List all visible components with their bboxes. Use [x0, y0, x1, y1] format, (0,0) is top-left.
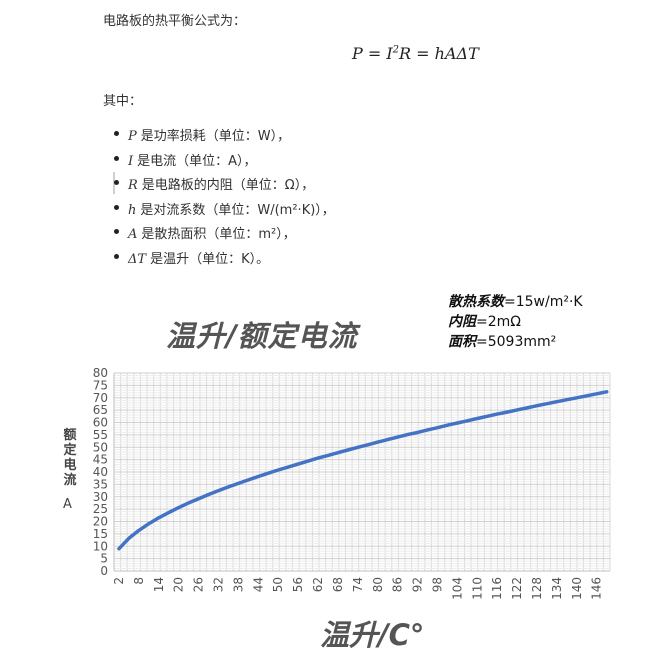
- x-tick-label: 140: [570, 577, 584, 600]
- y-tick-label: 40: [93, 465, 108, 479]
- y-axis-title: 额定电流: [63, 428, 77, 488]
- formula-eq2: =: [411, 44, 435, 63]
- intro-text: 电路板的热平衡公式为：: [103, 14, 247, 29]
- x-tick-label: 2: [112, 577, 126, 585]
- x-tick-label: 32: [212, 577, 226, 592]
- variable-symbol: P: [128, 129, 137, 144]
- y-tick-label: 55: [93, 428, 108, 442]
- bullet-icon: [114, 131, 119, 136]
- param-key: 面积: [448, 334, 476, 350]
- x-tick-label: 92: [411, 577, 425, 592]
- y-tick-label: 10: [93, 539, 108, 553]
- variable-description: 是散热面积（单位：m²），: [141, 227, 296, 242]
- y-tick-label: 70: [93, 391, 108, 405]
- list-item: P 是功率损耗（单位：W），: [114, 125, 335, 150]
- x-tick-label: 98: [430, 577, 444, 592]
- y-tick-label: 80: [93, 366, 108, 380]
- series-line: [117, 390, 609, 551]
- y-tick-label: 0: [100, 564, 108, 578]
- x-axis-title: 温升/C°: [320, 618, 425, 652]
- bullet-icon: [114, 155, 119, 161]
- variable-description: 是对流系数（单位：W/(m²·K)），: [140, 202, 335, 218]
- list-item: R 是电路板的内阻（单位：Ω），: [114, 174, 335, 199]
- formula-lhs: P: [352, 44, 363, 63]
- x-tick-label: 116: [490, 577, 504, 600]
- x-tick-label: 74: [351, 577, 365, 592]
- x-tick-label: 86: [391, 577, 405, 592]
- variable-list: P 是功率损耗（单位：W）， I 是电流（单位：A）， R 是电路板的内阻（单位：Ω）…: [114, 125, 335, 273]
- bullet-icon: [114, 253, 119, 259]
- x-tick-label: 14: [152, 577, 166, 592]
- y-tick-label: 5: [100, 552, 108, 566]
- y-tick-label: 15: [93, 527, 108, 541]
- y-tick-label: 30: [93, 490, 108, 504]
- y-tick-label: 60: [93, 416, 108, 430]
- param-value: =15w/m²·K: [504, 294, 583, 310]
- x-tick-label: 38: [231, 577, 245, 592]
- y-tick-label: 75: [93, 378, 108, 392]
- y-tick-label: 50: [93, 440, 108, 454]
- x-tick-label: 44: [251, 577, 265, 592]
- x-tick-label: 80: [371, 577, 385, 592]
- y-axis-unit: A: [63, 497, 72, 512]
- param-value: =2mΩ: [476, 314, 521, 330]
- list-item: A 是散热面积（单位：m²），: [114, 223, 335, 248]
- param-key: 内阻: [448, 314, 476, 330]
- list-item: h 是对流系数（单位：W/(m²·K)），: [114, 199, 335, 224]
- param-line: 面积=5093mm²: [448, 332, 583, 352]
- variable-symbol: R: [128, 178, 138, 193]
- list-item: I 是电流（单位：A），: [114, 150, 335, 175]
- variable-symbol: I: [128, 153, 134, 169]
- formula-rhs: hAΔT: [434, 44, 479, 63]
- x-tick-label: 68: [331, 577, 345, 592]
- x-tick-label: 128: [530, 577, 544, 600]
- variable-description: 是功率损耗（单位：W），: [140, 129, 291, 144]
- formula-r: R: [399, 44, 412, 63]
- formula-eq1: =: [362, 44, 387, 63]
- x-tick-label: 56: [291, 577, 305, 592]
- where-text: 其中：: [103, 94, 143, 109]
- formula-i: I: [386, 44, 393, 63]
- param-value: =5093mm²: [476, 334, 557, 350]
- bullet-icon: [114, 229, 119, 234]
- bullet-icon: [114, 204, 119, 210]
- x-tick-label: 20: [172, 577, 186, 592]
- param-key: 散热系数: [448, 294, 504, 310]
- y-tick-label: 45: [93, 453, 108, 467]
- x-tick-label: 62: [311, 577, 325, 592]
- variable-description: 是电流（单位：A），: [137, 153, 257, 169]
- x-tick-label: 8: [132, 577, 146, 585]
- parameter-box: 散热系数=15w/m²·K 内阻=2mΩ 面积=5093mm²: [448, 292, 583, 352]
- variable-symbol: h: [128, 202, 137, 218]
- x-tick-label: 110: [470, 577, 484, 600]
- x-tick-label: 50: [271, 577, 285, 592]
- formula-exponent: 2: [392, 44, 400, 56]
- param-line: 内阻=2mΩ: [448, 312, 583, 332]
- variable-description: 是电路板的内阻（单位：Ω），: [141, 178, 315, 193]
- variable-description: 是温升（单位：K）。: [150, 251, 270, 267]
- heat-balance-formula: P = I2R = hAΔT: [352, 44, 479, 63]
- y-tick-label: 20: [93, 515, 108, 529]
- x-tick-label: 26: [192, 577, 206, 592]
- chart-title: 温升/额定电流: [166, 319, 358, 353]
- x-tick-label: 146: [590, 577, 604, 600]
- y-tick-label: 35: [93, 477, 108, 491]
- variable-symbol: A: [128, 227, 138, 242]
- x-tick-label: 134: [550, 577, 564, 600]
- bullet-icon: [114, 180, 119, 185]
- list-item: ΔT 是温升（单位：K）。: [114, 248, 335, 273]
- y-tick-label: 65: [93, 403, 108, 417]
- x-tick-label: 104: [450, 577, 464, 600]
- param-line: 散热系数=15w/m²·K: [448, 292, 583, 312]
- variable-symbol: ΔT: [128, 251, 147, 267]
- y-tick-label: 25: [93, 502, 108, 516]
- x-tick-label: 122: [510, 577, 524, 600]
